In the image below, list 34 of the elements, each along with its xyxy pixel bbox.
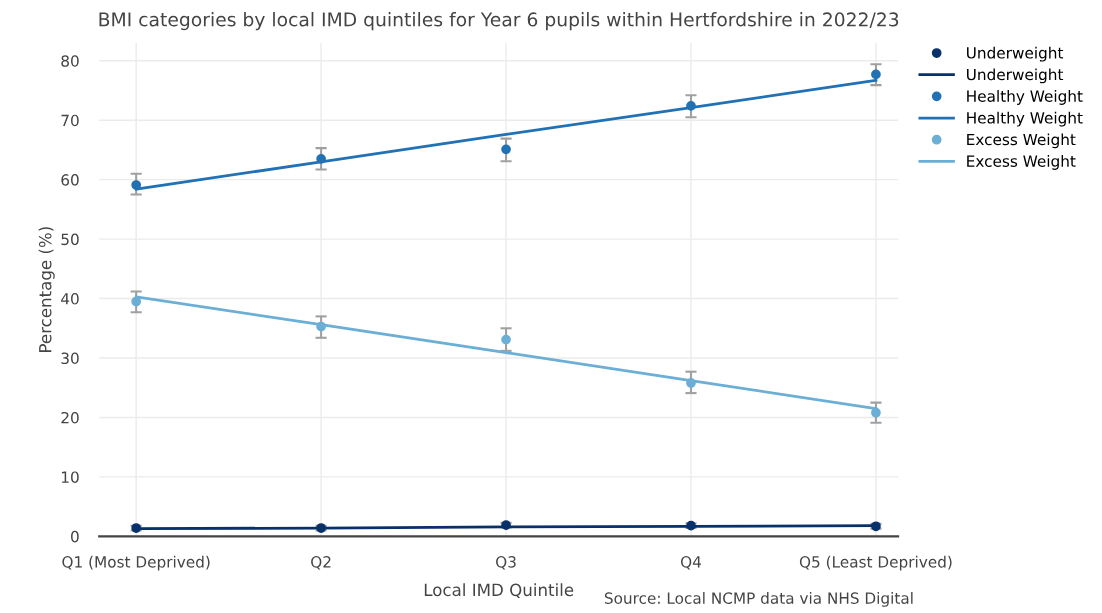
point <box>871 69 881 80</box>
point <box>686 101 696 111</box>
y-tick-label: 30 <box>61 352 79 365</box>
legend-label: Healthy Weight <box>967 111 1083 127</box>
legend-label: Healthy Weight <box>967 90 1083 105</box>
legend-label: Underweight <box>967 68 1064 84</box>
y-tick-label: 10 <box>61 471 79 483</box>
y-tick-label: 80 <box>61 55 79 67</box>
y-tick-label: 40 <box>61 293 79 305</box>
x-axis-title: Local IMD Quintile <box>424 583 574 599</box>
legend-label: Excess Weight <box>967 133 1076 149</box>
point <box>871 407 881 418</box>
x-tick-label: Q1 (Most Deprived) <box>62 555 210 571</box>
y-tick-label: 60 <box>61 174 79 186</box>
point <box>686 378 696 388</box>
y-axis-title: Percentage (%) <box>38 227 55 352</box>
y-tick-label: 70 <box>61 114 79 127</box>
legend-label: Underweight <box>967 46 1064 62</box>
point <box>501 334 511 345</box>
y-tick-label: 0 <box>71 530 79 543</box>
y-tick-label: 20 <box>61 411 79 424</box>
chart-title: BMI categories by local IMD quintiles for Year 6 pupils within Hertfordshire in 2022/23 <box>99 12 899 31</box>
x-tick-label: Q2 <box>311 556 331 570</box>
x-tick-label: Q4 <box>680 556 702 570</box>
point <box>501 144 511 155</box>
point <box>316 321 326 332</box>
y-tick-label: 50 <box>61 233 79 246</box>
source-note: Source: Local NCMP data via NHS Digital <box>604 592 913 607</box>
point <box>316 153 326 164</box>
point <box>131 180 142 190</box>
x-tick-label: Q3 <box>496 556 516 570</box>
point <box>131 296 142 307</box>
legend-label: Excess Weight <box>967 155 1076 170</box>
x-tick-label: Q5 (Least Deprived) <box>799 555 952 571</box>
